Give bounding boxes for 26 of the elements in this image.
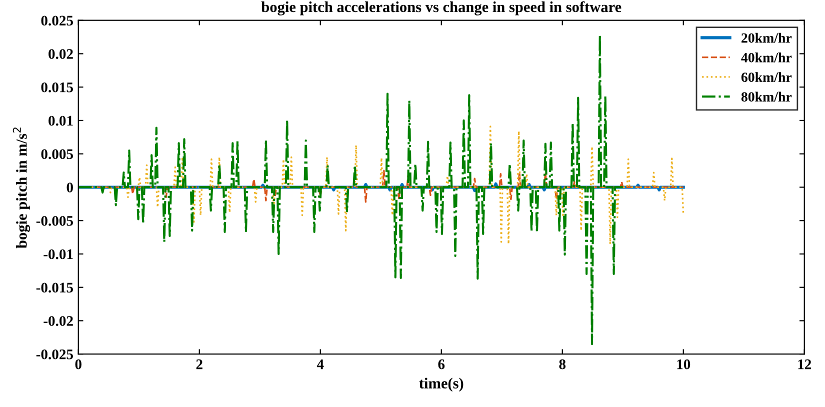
y-tick-label: 0.005: [41, 149, 73, 160]
y-tick-label: -0.025: [36, 349, 73, 360]
y-tick-label: -0.02: [44, 316, 73, 326]
x-tick-label: 10: [677, 359, 690, 370]
legend-label: 60km/hr: [741, 72, 792, 82]
x-tick-label: 2: [196, 359, 202, 370]
x-tick-label: 4: [316, 359, 324, 370]
line-series: [78, 34, 624, 346]
x-tick-label: 8: [559, 359, 566, 370]
y-tick-label: 0.015: [41, 82, 73, 92]
y-axis-title: bogie pitch in m/s$^{2}$: [12, 128, 30, 248]
legend-label: 40km/hr: [741, 52, 792, 62]
y-tick-label: 0.02: [48, 49, 73, 59]
x-axis-title: time(s): [419, 378, 464, 392]
y-tick-label: -0.015: [36, 282, 73, 293]
legend-label: 20km/hr: [742, 32, 792, 43]
y-tick-label: 0.01: [48, 116, 73, 126]
chart-title: bogie pitch accelerations vs change in speed in software: [261, 1, 622, 16]
x-tick-label: 0: [75, 359, 82, 370]
y-tick-label: 0: [66, 182, 73, 192]
legend-label: 80km/hr: [741, 92, 792, 102]
x-tick-label: 12: [798, 359, 812, 370]
y-tick-label: -0.01: [44, 249, 73, 260]
y-tick-label: 0.025: [41, 16, 73, 26]
x-tick-label: 6: [438, 359, 445, 370]
y-tick-label: -0.005: [36, 216, 73, 226]
